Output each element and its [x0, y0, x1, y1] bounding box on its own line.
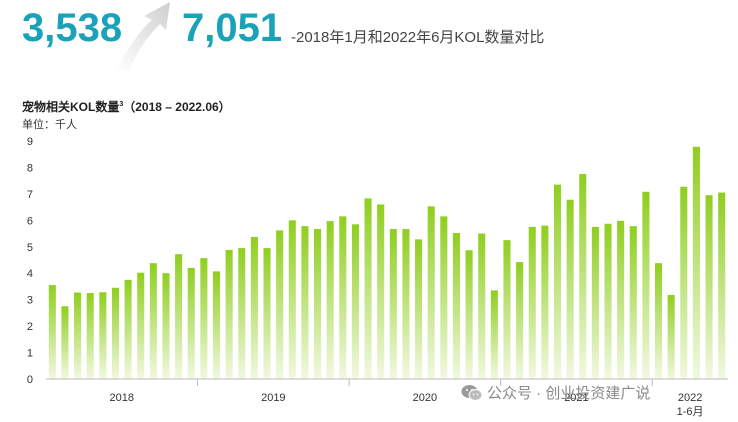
- bar: [680, 186, 688, 379]
- chart-title-range: （2018 – 2022.06）: [123, 100, 231, 114]
- bar: [541, 225, 549, 379]
- bar: [263, 248, 271, 379]
- x-group-label: 2019: [261, 392, 285, 404]
- x-group-sublabel: 1-6月: [677, 406, 704, 418]
- bar: [579, 174, 587, 379]
- bar: [339, 216, 347, 379]
- bar: [705, 195, 713, 379]
- bar: [528, 226, 536, 379]
- y-tick-label: 4: [27, 268, 33, 280]
- bar: [617, 220, 625, 379]
- bar: [162, 273, 170, 379]
- bar: [86, 293, 94, 379]
- bar: [427, 206, 435, 379]
- bar: [642, 191, 650, 379]
- unit-label: 单位：千人: [22, 119, 77, 131]
- bar: [314, 229, 322, 379]
- x-group-label: 2022: [678, 392, 702, 404]
- bar: [61, 306, 69, 379]
- bar: [200, 258, 208, 379]
- bar: [276, 230, 284, 379]
- bar: [402, 229, 410, 379]
- bar: [692, 146, 700, 379]
- bar: [175, 254, 183, 379]
- bar: [553, 184, 562, 379]
- bar: [238, 248, 246, 379]
- y-tick-label: 0: [27, 374, 33, 386]
- bar: [364, 198, 372, 379]
- bar: [516, 262, 524, 379]
- x-group-label: 2018: [110, 392, 134, 404]
- bar: [351, 224, 359, 379]
- chart-title-text: 宠物相关KOL数量: [22, 100, 120, 114]
- bar: [478, 233, 486, 379]
- bar: [566, 199, 574, 379]
- bar: [326, 221, 334, 379]
- bar: [74, 292, 82, 379]
- bar: [629, 226, 637, 379]
- bar: [137, 272, 145, 379]
- chart-title-footnote: 3: [119, 101, 124, 108]
- bar: [212, 271, 221, 379]
- watermark-text: 公众号 · 创业投资建广说: [487, 385, 651, 402]
- bar: [301, 226, 309, 379]
- bar: [655, 263, 663, 379]
- y-tick-label: 7: [27, 189, 33, 201]
- wechat-icon: [461, 384, 483, 401]
- bar: [490, 290, 498, 379]
- bar: [99, 292, 107, 379]
- watermark: 公众号 · 创业投资建广说: [461, 382, 650, 403]
- bar: [465, 250, 473, 379]
- bar: [389, 229, 397, 379]
- y-tick-label: 8: [27, 162, 33, 174]
- bar: [718, 192, 726, 379]
- x-group-label: 2021: [564, 392, 588, 404]
- y-tick-label: 9: [27, 136, 33, 148]
- bar: [149, 263, 157, 379]
- bar: [377, 204, 385, 379]
- y-tick-label: 1: [27, 348, 33, 360]
- bar: [604, 223, 612, 379]
- bar: [415, 239, 423, 379]
- bar: [124, 279, 132, 379]
- y-tick-label: 3: [27, 295, 33, 307]
- x-group-label: 2020: [413, 392, 437, 404]
- bar: [452, 233, 460, 379]
- chart-title: 宠物相关KOL数量3（2018 – 2022.06）: [22, 98, 231, 115]
- bar: [48, 285, 56, 379]
- bar: [225, 249, 233, 379]
- y-tick-label: 6: [27, 215, 33, 227]
- bar: [591, 226, 599, 379]
- bar: [503, 240, 511, 379]
- bar: [250, 236, 258, 379]
- bar: [288, 220, 296, 379]
- y-tick-label: 2: [27, 321, 33, 333]
- bar: [187, 267, 195, 379]
- bar: [440, 216, 448, 379]
- start-kol-count: 3,538: [22, 6, 123, 50]
- bar: [111, 287, 119, 379]
- comparison-headline: -2018年1月和2022年6月KOL数量对比: [291, 29, 545, 46]
- bar: [667, 294, 675, 379]
- growth-arrow-icon: [116, 2, 170, 70]
- end-kol-count: 7,051: [182, 6, 283, 50]
- y-tick-label: 5: [27, 242, 33, 254]
